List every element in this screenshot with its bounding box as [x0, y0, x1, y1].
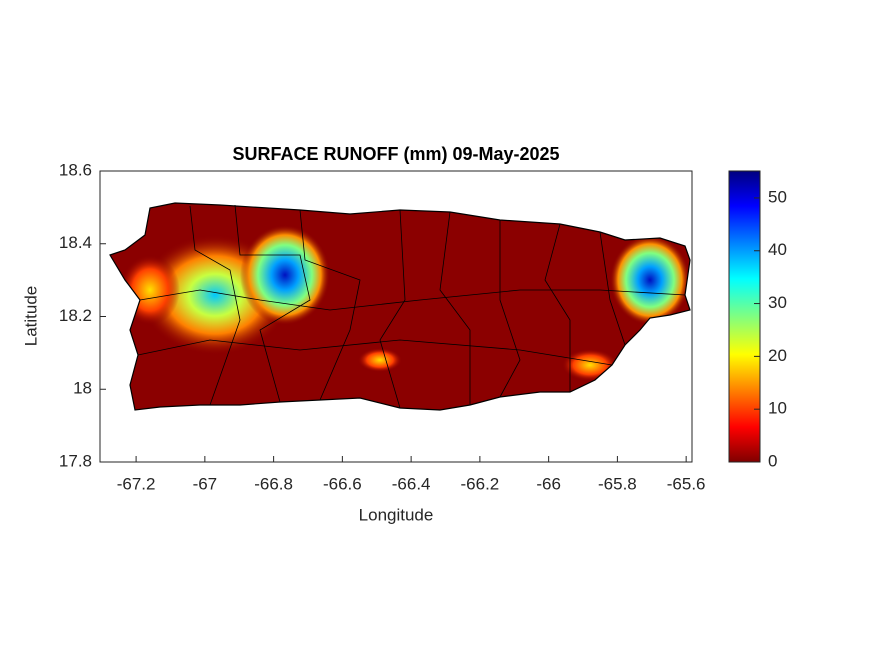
colorbar: [728, 170, 761, 463]
colorbar-tick-label: 40: [768, 240, 787, 259]
x-tick-label: -66.2: [461, 474, 500, 493]
x-tick-label: -67: [193, 474, 218, 493]
coastline: [109, 202, 691, 411]
colorbar-tick-label: 50: [768, 187, 787, 206]
y-tick-label: 17.8: [59, 451, 92, 470]
colorbar-tick-label: 10: [768, 399, 787, 418]
x-tick-label: -66.8: [254, 474, 293, 493]
y-tick-label: 18.6: [59, 160, 92, 179]
y-axis-label: Latitude: [21, 286, 40, 347]
municipal-borders: [137, 204, 686, 409]
x-tick-label: -66.6: [323, 474, 362, 493]
x-tick-label: -65.8: [598, 474, 637, 493]
y-tick-label: 18.4: [59, 233, 92, 252]
x-tick-label: -66: [536, 474, 561, 493]
y-tick-label: 18.2: [59, 306, 92, 325]
colorbar-tick-label: 30: [768, 293, 787, 312]
x-axis-label: Longitude: [359, 505, 434, 524]
colorbar-tick-label: 20: [768, 346, 787, 365]
x-tick-label: -66.4: [392, 474, 431, 493]
x-tick-label: -65.6: [667, 474, 706, 493]
colorbar-tick-label: 0: [768, 451, 777, 470]
chart-title: SURFACE RUNOFF (mm) 09-May-2025: [232, 144, 559, 164]
y-tick-label: 18: [73, 379, 92, 398]
x-tick-label: -67.2: [117, 474, 156, 493]
